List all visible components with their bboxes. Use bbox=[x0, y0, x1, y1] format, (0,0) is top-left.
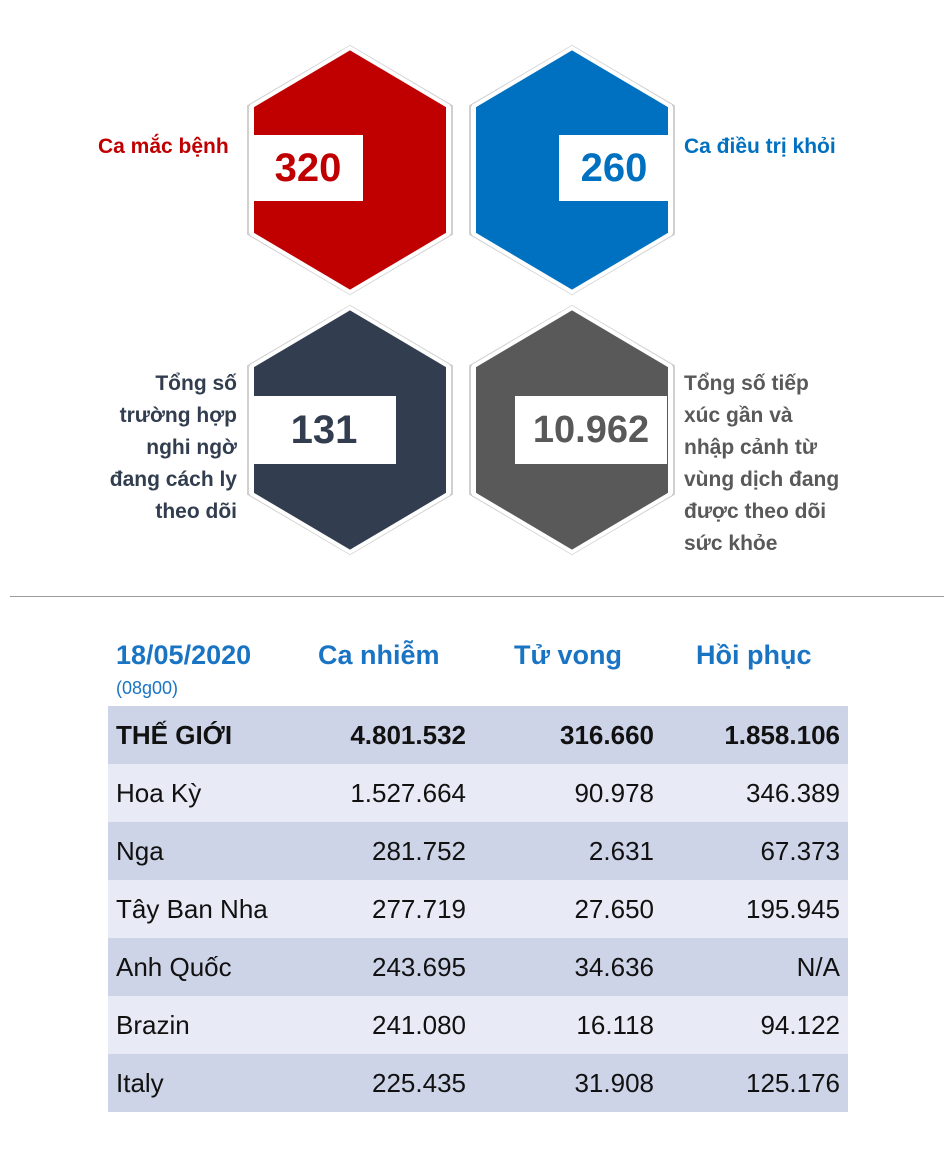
country-name: Nga bbox=[116, 835, 164, 866]
monitored-value: 10.962 bbox=[515, 396, 667, 464]
table-row: Tây Ban Nha 277.719 27.650 195.945 bbox=[108, 880, 848, 938]
stats-table: THẾ GIỚI 4.801.532 316.660 1.858.106 Hoa… bbox=[108, 706, 848, 1112]
deaths-cell: 31.908 bbox=[574, 1067, 654, 1098]
infected-cell: 281.752 bbox=[372, 835, 466, 866]
monitored-label-line: xúc gần và bbox=[684, 404, 793, 427]
table-row: Nga 281.752 2.631 67.373 bbox=[108, 822, 848, 880]
country-name: THẾ GIỚI bbox=[116, 719, 233, 750]
deaths-cell: 34.636 bbox=[574, 951, 654, 982]
suspected-label-line: đang cách ly bbox=[109, 468, 237, 491]
monitored-label-line: được theo dõi bbox=[684, 500, 827, 523]
suspected-label-line: Tổng số bbox=[155, 372, 237, 395]
monitored-label-line: nhập cảnh từ bbox=[684, 436, 818, 459]
monitored-label-line: vùng dịch đang bbox=[684, 468, 840, 491]
table-time: (08g00) bbox=[116, 678, 179, 698]
suspected-label-line: trường hợp bbox=[119, 404, 237, 427]
column-header-infected: Ca nhiễm bbox=[318, 640, 440, 670]
suspected-label-line: nghi ngờ bbox=[146, 436, 237, 459]
infected-cell: 4.801.532 bbox=[350, 719, 466, 750]
recovered-cell: 195.945 bbox=[746, 893, 840, 924]
infected-cell: 241.080 bbox=[372, 1009, 466, 1040]
country-name: Anh Quốc bbox=[116, 951, 232, 982]
recovered-label: Ca điều trị khỏi bbox=[684, 135, 836, 158]
country-name: Brazin bbox=[116, 1009, 190, 1040]
recovered-cell: 94.122 bbox=[760, 1009, 840, 1040]
infected-cell: 225.435 bbox=[372, 1067, 466, 1098]
monitored-label-line: Tổng số tiếp bbox=[684, 372, 809, 395]
recovered-cell: 1.858.106 bbox=[724, 719, 840, 750]
country-name: Italy bbox=[116, 1067, 164, 1098]
section-divider bbox=[10, 596, 944, 597]
recovered-cell: 346.389 bbox=[746, 777, 840, 808]
infected-label: Ca mắc bệnh bbox=[98, 135, 229, 158]
recovered-cell: 125.176 bbox=[746, 1067, 840, 1098]
deaths-cell: 2.631 bbox=[588, 835, 654, 866]
column-header-recovered: Hồi phục bbox=[696, 640, 812, 670]
table-row: Brazin 241.080 16.118 94.122 bbox=[108, 996, 848, 1054]
suspected-label-line: theo dõi bbox=[155, 500, 237, 523]
table-row-world: THẾ GIỚI 4.801.532 316.660 1.858.106 bbox=[108, 706, 848, 764]
recovered-value: 260 bbox=[559, 135, 669, 201]
country-name: Hoa Kỳ bbox=[116, 777, 202, 808]
suspected-value: 131 bbox=[252, 396, 396, 464]
column-header-deaths: Tử vong bbox=[514, 640, 623, 670]
infected-cell: 1.527.664 bbox=[350, 777, 466, 808]
table-row: Hoa Kỳ 1.527.664 90.978 346.389 bbox=[108, 764, 848, 822]
country-name: Tây Ban Nha bbox=[116, 893, 268, 924]
deaths-cell: 316.660 bbox=[560, 719, 654, 750]
table-date: 18/05/2020 bbox=[116, 640, 252, 670]
infected-value: 320 bbox=[253, 135, 363, 201]
infected-cell: 277.719 bbox=[372, 893, 466, 924]
deaths-cell: 16.118 bbox=[576, 1009, 654, 1040]
recovered-cell: N/A bbox=[796, 951, 840, 982]
deaths-cell: 90.978 bbox=[574, 777, 654, 808]
table-row: Italy 225.435 31.908 125.176 bbox=[108, 1054, 848, 1112]
recovered-cell: 67.373 bbox=[760, 835, 840, 866]
deaths-cell: 27.650 bbox=[574, 893, 654, 924]
infected-cell: 243.695 bbox=[372, 951, 466, 982]
monitored-label: Tổng số tiếp xúc gần và nhập cảnh từ vùn… bbox=[684, 368, 839, 560]
suspected-label: Tổng số trường hợp nghi ngờ đang cách ly… bbox=[80, 368, 237, 528]
table-row: Anh Quốc 243.695 34.636 N/A bbox=[108, 938, 848, 996]
monitored-label-line: sức khỏe bbox=[684, 532, 778, 555]
